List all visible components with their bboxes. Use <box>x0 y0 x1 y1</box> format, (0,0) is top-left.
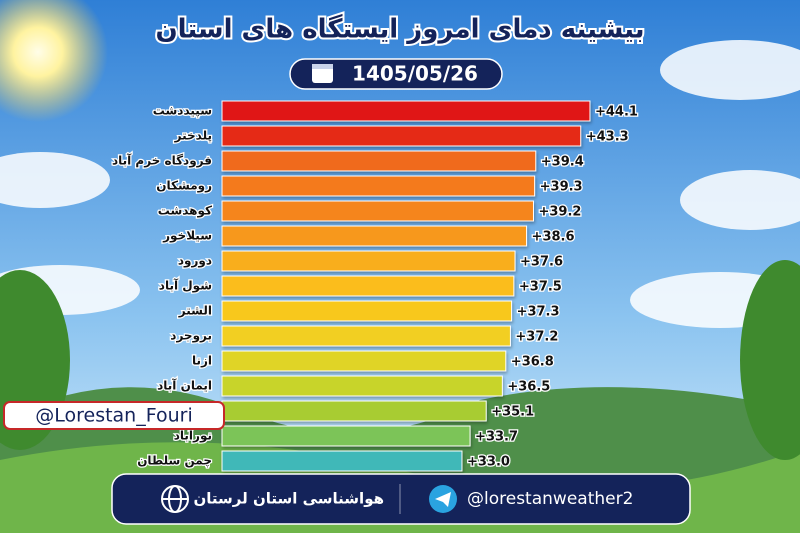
category-label: فرودگاه خرم آباد <box>112 153 212 169</box>
bar <box>221 100 591 122</box>
globe-icon <box>161 485 189 513</box>
bar <box>221 250 516 272</box>
watermark: @Lorestan_Fouri <box>35 405 193 427</box>
bar <box>221 175 536 197</box>
footer-channel: @lorestanweather2 <box>467 489 633 509</box>
plot-area: سپیددشت +44.1 پلدختر +43.3 فرودگاه خرم آباد +… <box>111 100 639 472</box>
value-label: +37.2 <box>515 330 558 345</box>
watermark-box <box>3 401 225 430</box>
chart-title: بیشینه دمای امروز ایستگاه های استان <box>155 14 644 45</box>
footer-organization: هواشناسی استان لرستان <box>193 490 384 508</box>
value-label: +37.6 <box>520 255 563 270</box>
value-label: +37.5 <box>519 280 562 295</box>
bar <box>221 400 487 422</box>
bar <box>221 300 513 322</box>
category-label: نورآباد <box>174 428 212 444</box>
value-label: +35.1 <box>491 405 534 420</box>
bar <box>221 275 515 297</box>
bar <box>221 225 528 247</box>
sun <box>0 0 108 122</box>
category-label: بروجرد <box>170 329 212 344</box>
category-label: الشتر <box>178 304 212 318</box>
date: 1405/05/26 <box>352 62 478 86</box>
value-label: +33.7 <box>475 430 518 445</box>
bar <box>221 425 471 447</box>
telegram-plane <box>435 492 451 507</box>
date-pill <box>289 58 503 90</box>
bar <box>221 150 537 172</box>
footer <box>111 473 691 525</box>
category-label: ازنا <box>192 354 212 368</box>
category-label: پلدختر <box>174 129 212 143</box>
calendar-icon <box>312 64 333 83</box>
value-label: +33.0 <box>467 455 510 470</box>
value-label: +39.4 <box>541 155 584 170</box>
category-label: سپیددشت <box>153 104 212 118</box>
category-label: دورود <box>178 254 212 269</box>
value-label: +39.2 <box>538 205 581 220</box>
category-label: کوهدشت <box>158 204 212 219</box>
bar <box>221 325 511 347</box>
category-label: ایمان آباد <box>157 378 212 393</box>
category-label: چمن سلطان <box>137 454 212 468</box>
category-label: رومشکان <box>156 179 212 194</box>
bar <box>221 350 507 372</box>
value-label: +39.3 <box>540 180 583 195</box>
bar <box>221 450 463 472</box>
value-label: +36.5 <box>507 380 550 395</box>
value-label: +44.1 <box>595 105 638 120</box>
category-label: شول آباد <box>159 278 212 294</box>
value-label: +36.8 <box>511 355 554 370</box>
bar <box>221 200 534 222</box>
value-label: +38.6 <box>532 230 575 245</box>
tree <box>740 260 800 460</box>
category-label: سیلاخور <box>162 229 212 244</box>
value-label: +37.3 <box>517 305 560 320</box>
value-label: +43.3 <box>586 130 629 145</box>
bar <box>221 125 582 147</box>
bar <box>221 375 503 397</box>
